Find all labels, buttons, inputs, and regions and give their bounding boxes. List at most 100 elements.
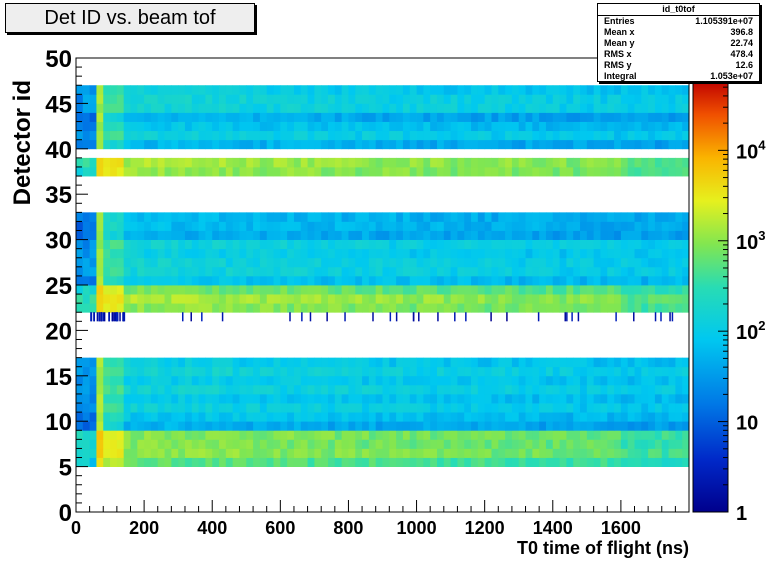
heatmap-cell [178,384,186,395]
heatmap-cell [219,384,227,395]
heatmap-cell [389,112,397,122]
heatmap-cell [368,239,377,250]
heatmap-cell [593,421,601,431]
heatmap-cell [123,448,131,458]
heatmap-cell [661,166,669,177]
heatmap-cell [559,384,567,395]
heatmap-cell [178,239,186,250]
heatmap-cell [239,94,247,104]
heatmap-cell [423,121,431,132]
heatmap-cell [559,421,567,431]
heatmap-cell [518,94,526,104]
heatmap-cell [341,248,349,259]
heatmap-cell [627,403,635,413]
heatmap-cell [321,157,329,168]
heatmap-cell [184,294,193,304]
heatmap-cell [191,121,199,132]
heatmap-cell [396,230,404,240]
heatmap-cell [232,448,240,458]
heatmap-cell [443,221,452,231]
heatmap-cell [171,448,179,458]
heatmap-cell [225,230,234,240]
heatmap-cell [416,230,424,240]
heatmap-cell [123,393,131,404]
heatmap-cell [110,275,118,286]
heatmap-cell [627,221,635,231]
heatmap-cell [471,285,479,295]
heatmap-cell [116,421,125,431]
heatmap-cell [348,130,356,141]
heatmap-cell [464,393,472,404]
heatmap-cell [130,366,138,377]
heatmap-cell [641,448,649,458]
heatmap-cell [396,139,404,150]
heatmap-cell [198,384,206,395]
heatmap-cell [471,157,479,168]
heatmap-cell [573,430,581,440]
heatmap-cell [225,303,234,313]
heatmap-cell [287,357,295,368]
heatmap-cell [171,94,179,104]
heatmap-cell [675,248,683,259]
heatmap-cell [641,285,649,295]
statistics-label: Mean y [604,38,635,48]
heatmap-cell [300,393,308,404]
heatmap-cell [178,221,186,231]
heatmap-cell [130,285,138,295]
heatmap-cell [477,430,486,440]
heatmap-cell [137,430,145,440]
heatmap-cell [232,230,240,240]
heatmap-cell [471,121,479,132]
heatmap-cell [634,303,642,313]
heatmap-cell [266,230,274,240]
colorbar-tick-label: 1 [736,503,747,525]
heatmap-cell [96,403,104,413]
heatmap-cell [191,303,199,313]
heatmap-cell [464,230,472,240]
heatmap-cell [280,403,288,413]
heatmap-cell [184,412,193,422]
heatmap-cell [130,384,138,395]
heatmap-cell [89,157,97,168]
heatmap-cell [634,384,642,395]
heatmap-cell [328,212,336,222]
heatmap-cell [464,357,472,368]
heatmap-cell [273,421,281,431]
heatmap-cell [648,285,656,295]
heatmap-cell [144,212,152,222]
heatmap-cell [328,294,336,304]
heatmap-cell [116,403,125,413]
heatmap-cell [505,157,513,168]
heatmap-cell [328,457,336,467]
heatmap-cell [600,439,608,449]
heatmap-cell [641,457,649,467]
heatmap-cell [150,403,159,413]
heatmap-cell [600,266,608,277]
heatmap-cell [280,239,288,250]
heatmap-cell [137,221,145,231]
heatmap-cell [675,103,683,113]
heatmap-cell [205,294,213,304]
heatmap-cell [627,421,635,431]
heatmap-cell [457,403,465,413]
heatmap-cell [436,285,445,295]
heatmap-cell [409,357,417,368]
heatmap-cell [539,85,547,95]
heatmap-cell [600,121,608,132]
heatmap-cell [178,230,186,240]
heatmap-cell [76,266,84,277]
heatmap-cell [178,448,186,458]
heatmap-cell [600,257,608,268]
heatmap-cell [76,393,84,404]
heatmap-cell [573,257,581,268]
heatmap-cell [416,393,424,404]
heatmap-cell [205,412,213,422]
heatmap-cell [362,285,370,295]
heatmap-cell [614,230,622,240]
heatmap-cell [225,212,234,222]
heatmap-cell [498,85,506,95]
heatmap-cell [491,94,499,104]
heatmap-cell [178,403,186,413]
heatmap-cell [484,403,492,413]
heatmap-cell [566,212,574,222]
